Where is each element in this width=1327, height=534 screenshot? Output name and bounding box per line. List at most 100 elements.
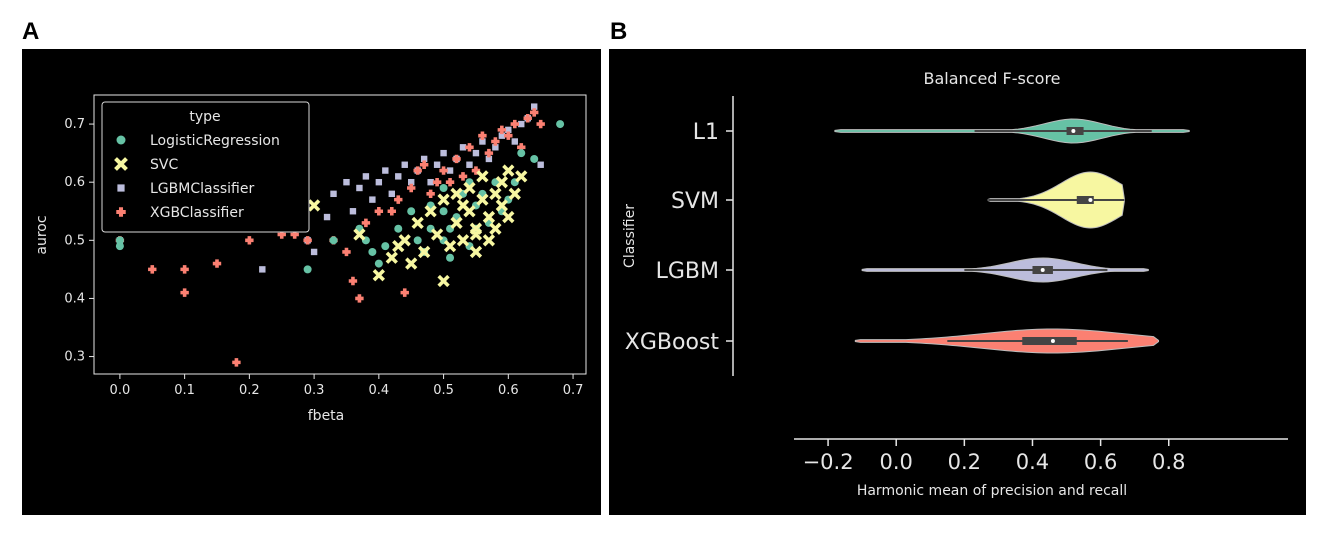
violin-panel: Balanced F-score −0.2 0.0 0.2 0.4 0.6 0.8 L1 SV…	[609, 49, 1306, 515]
scatter-point-lgbmclassifier	[388, 190, 395, 198]
scatter-point-xgbclassifier	[355, 294, 364, 303]
scatter-point-xgbclassifier	[523, 114, 532, 123]
scatter-point-svc	[476, 170, 489, 183]
violin-title: Balanced F-score	[923, 69, 1060, 88]
violin-x-tick-label: 0.8	[1152, 450, 1185, 474]
scatter-point-xgbclassifier	[458, 172, 468, 181]
scatter-point-lgbmclassifier	[511, 138, 518, 145]
scatter-point-svc	[398, 234, 411, 247]
legend-title: type	[189, 109, 220, 125]
scatter-point-lgbmclassifier	[420, 155, 428, 163]
legend-label: XGBClassifier	[150, 205, 244, 221]
scatter-point-xgbclassifier	[212, 259, 222, 268]
scatter-point-lgbmclassifier	[395, 173, 402, 180]
scatter-point-logisticregression	[374, 259, 383, 268]
scatter-point-lgbmclassifier	[408, 178, 415, 186]
scatter-point-logisticregression	[413, 236, 422, 245]
scatter-point-svc	[482, 234, 496, 247]
scatter-point-logisticregression	[115, 242, 124, 251]
scatter-point-svc	[489, 187, 502, 200]
scatter-point-lgbmclassifier	[369, 196, 376, 203]
scatter-point-xgbclassifier	[407, 183, 416, 193]
violin-x-axis-label: Harmonic mean of precision and recall	[857, 483, 1127, 499]
violin-chart: Balanced F-score −0.2 0.0 0.2 0.4 0.6 0.8 L1 SV…	[622, 69, 1288, 499]
scatter-point-lgbmclassifier	[259, 266, 266, 273]
scatter-point-logisticregression	[407, 207, 416, 216]
scatter-point-logisticregression	[329, 236, 338, 245]
scatter-point-lgbmclassifier	[356, 184, 363, 192]
scatter-point-svc	[418, 245, 431, 259]
violin-category-label: L1	[693, 120, 719, 145]
scatter-point-svc	[489, 222, 502, 235]
scatter-point-svc	[469, 245, 483, 259]
scatter-point-lgbmclassifier	[492, 144, 499, 151]
scatter-point-xgbclassifier	[342, 247, 351, 257]
scatter-point-svc	[437, 274, 450, 288]
scatter-point-xgbclassifier	[530, 108, 539, 117]
violin-category-label: SVM	[671, 189, 719, 214]
scatter-point-logisticregression	[530, 154, 539, 163]
x-tick-label: 0.7	[563, 383, 584, 398]
scatter-point-xgbclassifier	[426, 189, 435, 199]
scatter-point-xgbclassifier	[536, 119, 545, 129]
scatter-point-xgbclassifier	[413, 166, 422, 175]
x-tick-label: 0.3	[304, 383, 325, 398]
y-tick-label: 0.6	[64, 175, 85, 190]
scatter-point-xgbclassifier	[439, 166, 448, 175]
scatter-point-logisticregression	[381, 242, 390, 251]
violin-median-dot	[1088, 198, 1093, 202]
scatter-point-svc	[450, 216, 463, 230]
scatter-point-xgbclassifier	[445, 177, 455, 187]
scatter-point-lgbmclassifier	[537, 161, 544, 168]
violin-median-dot	[1071, 129, 1076, 133]
legend-marker-logisticregression	[116, 135, 126, 145]
scatter-point-lgbmclassifier	[446, 167, 454, 174]
scatter-point-lgbmclassifier	[472, 149, 480, 157]
violin-median-dot	[1050, 339, 1055, 343]
scatter-point-lgbmclassifier	[323, 213, 331, 221]
scatter-point-xgbclassifier	[180, 265, 189, 274]
violin-x-tick-label: 0.0	[880, 450, 913, 474]
legend-label: SVC	[150, 157, 178, 173]
scatter-point-logisticregression	[556, 120, 565, 129]
scatter-point-xgbclassifier	[510, 119, 519, 129]
scatter-point-lgbmclassifier	[310, 248, 318, 256]
x-tick-label: 0.4	[368, 383, 389, 398]
x-tick-label: 0.5	[433, 383, 454, 398]
x-tick-label: 0.6	[498, 383, 519, 398]
violin-category-label: LGBM	[656, 259, 719, 284]
legend-label: LGBMClassifier	[150, 181, 254, 197]
scatter-point-lgbmclassifier	[518, 120, 525, 128]
legend-box	[101, 101, 310, 233]
scatter-point-svc	[469, 228, 483, 241]
panel-b-label: B	[610, 18, 628, 45]
scatter-point-xgbclassifier	[387, 207, 396, 216]
y-tick-label: 0.4	[64, 291, 85, 306]
scatter-point-lgbmclassifier	[362, 173, 370, 180]
scatter-point-xgbclassifier	[303, 236, 312, 245]
scatter-point-xgbclassifier	[419, 160, 429, 169]
scatter-panel: 0.0 0.1 0.2 0.3 0.4 0.5 0.6 0.7 0.3 0.4 0.5 0.6 0.7 …	[22, 49, 601, 515]
scatter-point-xgbclassifier	[478, 131, 487, 140]
x-tick-label: 0.1	[174, 383, 195, 398]
scatter-point-svc	[307, 199, 321, 212]
x-tick-label: 0.0	[110, 383, 131, 398]
violin-x-tick-label: 0.2	[948, 450, 981, 474]
scatter-point-logisticregression	[517, 149, 526, 158]
scatter-point-svc	[495, 176, 508, 189]
violin-iqr-box	[1022, 337, 1077, 345]
scatter-point-xgbclassifier	[484, 148, 494, 158]
scatter-point-svc	[456, 199, 470, 212]
scatter-point-logisticregression	[303, 265, 312, 274]
scatter-point-svc	[385, 251, 398, 264]
scatter-point-svc	[411, 216, 424, 230]
scatter-point-svc	[372, 269, 385, 282]
violin-y-axis-label: Classifier	[622, 204, 638, 268]
violin-category-label: XGBoost	[625, 330, 720, 355]
scatter-point-logisticregression	[446, 253, 455, 262]
scatter-point-xgbclassifier	[394, 195, 403, 204]
y-tick-label: 0.3	[64, 350, 85, 365]
scatter-point-lgbmclassifier	[349, 208, 357, 215]
scatter-point-svc	[463, 181, 476, 195]
scatter-point-logisticregression	[368, 247, 377, 256]
